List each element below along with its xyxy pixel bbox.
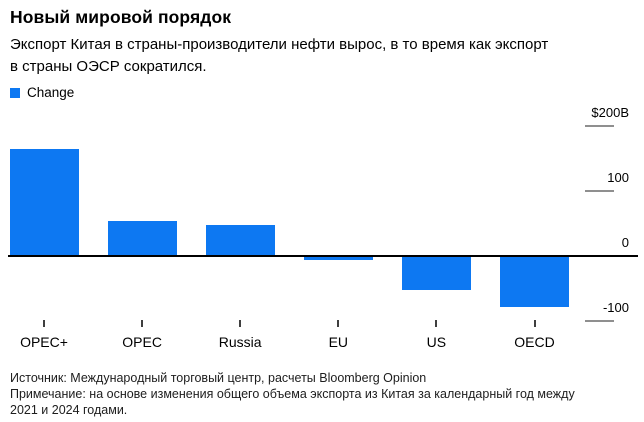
chart-title: Новый мировой порядок (10, 7, 232, 27)
x-axis-label-us: US (426, 334, 447, 350)
note-line-2: 2021 и 2024 годами. (10, 403, 128, 417)
bar-russia (205, 225, 275, 256)
legend-swatch-icon (10, 87, 20, 98)
x-axis-tick-russia (239, 320, 242, 327)
x-axis-tick-eu (337, 320, 340, 327)
source-line: Источник: Международный торговый центр, … (10, 371, 427, 385)
bar-opec-plus (9, 148, 79, 256)
y-axis-label-200: $200B (591, 105, 629, 121)
x-axis-label-russia: Russia (218, 334, 262, 350)
x-axis-label-oecd: OECD (514, 334, 555, 350)
chart-subtitle-line-1: Экспорт Китая в страны-производители неф… (10, 36, 549, 53)
note-line-1: Примечание: на основе изменения общего о… (10, 387, 575, 401)
y-axis-label-0: 0 (621, 235, 629, 250)
y-axis-tick-dash-200 (585, 125, 614, 128)
x-axis-tick-opec-plus (43, 320, 45, 327)
bar-us (401, 256, 471, 291)
x-axis-tick-opec (141, 320, 144, 327)
y-axis-tick-dash--100 (585, 319, 614, 322)
y-axis-label--100: -100 (602, 299, 629, 315)
chart-subtitle: Экспорт Китая в страны-производители неф… (10, 34, 548, 78)
bar-eu (303, 256, 373, 260)
x-axis-label-opec: OPEC (122, 334, 162, 350)
legend: Change (10, 85, 74, 100)
bar-opec (107, 220, 177, 256)
x-axis-tick-us (435, 320, 438, 327)
chart-subtitle-line-2: в страны ОЭСР сократился. (10, 58, 207, 75)
x-axis-tick-oecd (533, 320, 536, 327)
bar-oecd (500, 256, 569, 307)
x-axis-label-opec-plus: OPEC+ (20, 334, 68, 350)
x-axis-label-eu: EU (328, 334, 349, 350)
y-axis-label-100: 100 (607, 170, 629, 186)
zero-axis-line (8, 255, 638, 257)
y-axis-tick-dash-100 (585, 190, 614, 193)
chart-footnotes: Источник: Международный торговый центр, … (10, 370, 575, 418)
legend-label: Change (27, 85, 75, 100)
